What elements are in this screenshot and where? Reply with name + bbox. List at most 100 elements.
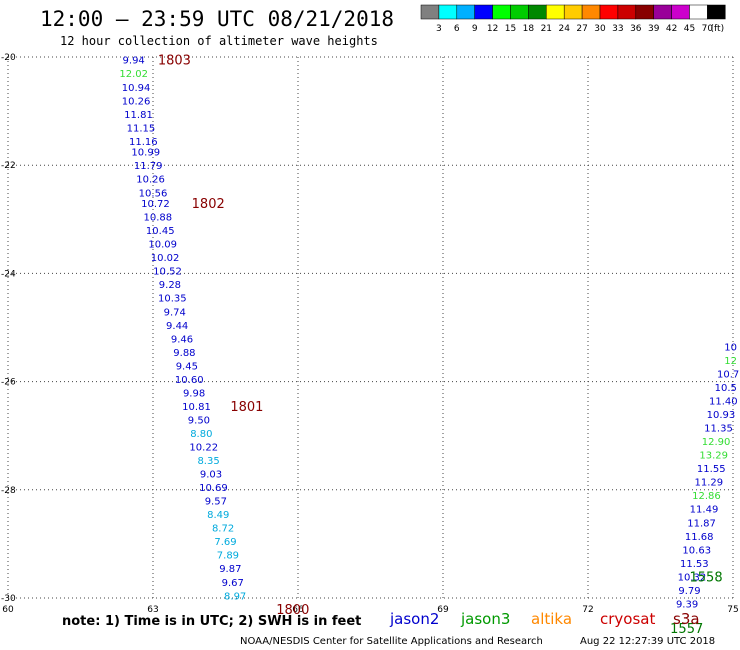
- wave-height-point: 9.98: [183, 388, 205, 399]
- scale-swatch: [474, 4, 493, 20]
- wave-height-point: 10.26: [136, 175, 165, 186]
- wave-height-point: 10.09: [148, 240, 177, 251]
- pass-time-labels: 1803 1802 1801 1800 1558 1557: [158, 54, 723, 637]
- y-tick-label: -30: [1, 594, 16, 604]
- scale-swatch: [510, 4, 529, 20]
- chart-subtitle: 12 hour collection of altimeter wave hei…: [60, 34, 378, 48]
- y-tick-label: -28: [1, 486, 16, 496]
- satellite-name-jason3: jason3: [460, 610, 510, 628]
- wave-height-point: 11.79: [134, 161, 163, 172]
- wave-height-point: 9.57: [205, 497, 227, 508]
- satellite-name-altika: altika: [531, 610, 572, 628]
- pass-time-label: 1558: [690, 570, 723, 585]
- scale-label: 9: [472, 24, 478, 34]
- wave-height-point: 8.35: [197, 456, 219, 467]
- wave-height-point: 9.46: [171, 334, 193, 345]
- wave-height-point: 11.53: [680, 559, 709, 570]
- scale-swatch: [599, 4, 619, 20]
- wave-height-point: 10.5: [715, 383, 737, 394]
- footer-timestamp: Aug 22 12:27:39 UTC 2018: [580, 636, 715, 647]
- wave-height-point: 9.44: [166, 321, 188, 332]
- footer-credit: NOAA/NESDIS Center for Satellite Applica…: [240, 636, 543, 647]
- scale-swatch: [707, 4, 726, 20]
- scale-swatch: [581, 4, 601, 20]
- wave-height-point: 12.02: [119, 69, 148, 80]
- wave-height-point: 10.88: [144, 213, 173, 224]
- wave-height-point: 11.40: [709, 397, 738, 408]
- scale-swatch: [671, 4, 690, 20]
- scale-label: 39: [648, 24, 660, 34]
- wave-height-point: 10.69: [199, 483, 228, 494]
- wave-height-point: 10.72: [141, 199, 170, 210]
- wave-height-point: 9.50: [188, 415, 210, 426]
- scale-swatch: [563, 4, 583, 20]
- scale-swatch: [492, 4, 511, 20]
- wave-height-point: 8.49: [207, 510, 229, 521]
- wave-height-point: 9.87: [219, 564, 241, 575]
- y-tick-label: -24: [1, 269, 16, 279]
- wave-height-point: 9.79: [678, 586, 700, 597]
- scale-label: 45: [684, 24, 695, 34]
- wave-height-point: 9.67: [222, 578, 244, 589]
- wave-height-point: 10.52: [153, 267, 182, 278]
- wave-height-point: 10.56: [139, 188, 168, 199]
- wave-height-point: 10.94: [122, 83, 151, 94]
- scale-label: 24: [558, 24, 570, 34]
- scale-swatch: [528, 4, 547, 20]
- scale-label: (ft): [711, 24, 725, 34]
- x-tick-label: 66: [292, 605, 304, 615]
- scale-swatch: [689, 4, 708, 20]
- scale-swatch: [420, 4, 440, 20]
- satellite-name-jason2: jason2: [389, 610, 439, 628]
- satellite-legend: jason2 jason3 altika cryosat s3a: [389, 610, 700, 628]
- chart-title: 12:00 – 23:59 UTC 08/21/2018: [40, 7, 394, 31]
- wave-height-point: 9.45: [176, 361, 198, 372]
- scale-swatch: [438, 4, 458, 20]
- wave-height-point: 13.29: [699, 451, 728, 462]
- wave-height-point: 10.81: [182, 402, 211, 413]
- wave-height-point: 7.69: [214, 537, 236, 548]
- wave-height-point: 8.72: [212, 524, 234, 535]
- color-scale-legend: 3 6 9 12 15 18 21 24 27 30 33 36 39 42 45 70(ft): [420, 4, 726, 34]
- wave-height-point: 11.81: [124, 110, 153, 121]
- wave-height-point: 9.74: [164, 307, 186, 318]
- x-tick-label: 60: [2, 605, 14, 615]
- x-tick-label: 63: [147, 605, 158, 615]
- scale-label: 33: [612, 24, 623, 34]
- wave-height-point: 10.26: [122, 96, 151, 107]
- satellite-name-cryosat: cryosat: [600, 610, 655, 628]
- scale-swatch: [456, 4, 475, 20]
- wave-height-point: 9.03: [200, 470, 222, 481]
- wave-height-point: 11.49: [690, 505, 719, 516]
- wave-height-point: 12: [724, 356, 737, 367]
- wave-height-point: 7.89: [217, 551, 239, 562]
- footer-note: note: 1) Time is in UTC; 2) SWH is in fe…: [62, 614, 361, 629]
- wave-height-point: 10.60: [175, 375, 204, 386]
- wave-height-point: 10.22: [189, 443, 218, 454]
- pass-time-label: 1800: [276, 603, 309, 618]
- scale-swatch: [546, 4, 565, 20]
- scale-swatch: [653, 4, 672, 20]
- scale-swatch: [635, 4, 654, 20]
- scale-label: 18: [523, 24, 535, 34]
- wave-height-point: 10.32: [678, 572, 707, 583]
- scale-label: 36: [630, 24, 642, 34]
- scale-label: 21: [541, 24, 552, 34]
- y-tick-label: -22: [1, 161, 16, 171]
- pass-time-label: 1801: [230, 400, 263, 415]
- scale-label: 30: [594, 24, 606, 34]
- scale-label: 3: [436, 24, 442, 34]
- scale-label: 12: [487, 24, 498, 34]
- scale-swatch: [617, 4, 637, 20]
- pass-time-label: 1803: [158, 54, 191, 69]
- wave-height-point: 12.90: [702, 437, 731, 448]
- wave-height-point: 11.29: [695, 478, 724, 489]
- wave-height-point: 10.99: [131, 148, 160, 159]
- wave-height-point: 10.45: [146, 226, 175, 237]
- wave-height-point: 11.87: [687, 518, 716, 529]
- wave-height-point: 12.86: [692, 491, 721, 502]
- pass-time-label: 1557: [670, 622, 703, 637]
- pass-time-label: 1802: [192, 197, 225, 212]
- wave-height-point: 10: [724, 342, 737, 353]
